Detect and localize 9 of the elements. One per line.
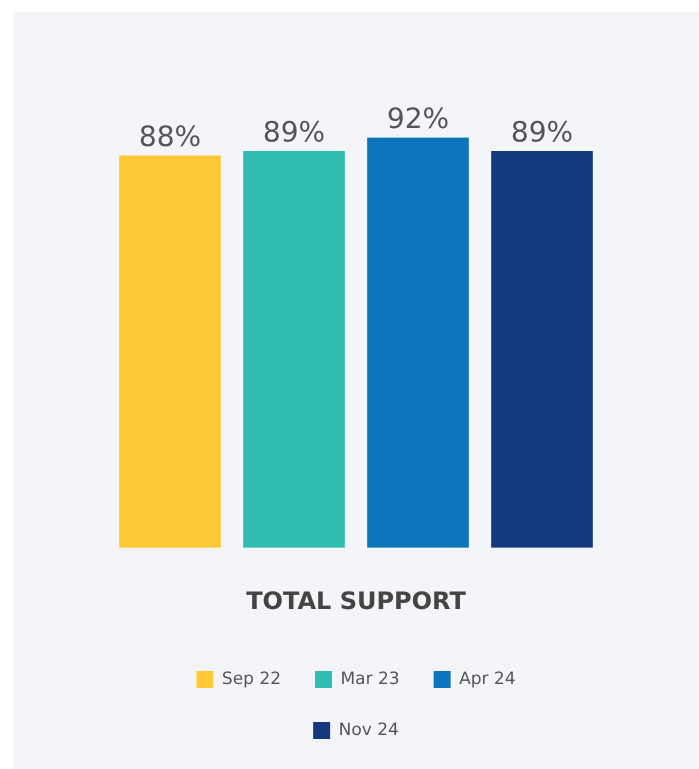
legend-label: Sep 22	[222, 668, 282, 689]
data-label: 88%	[138, 120, 202, 153]
legend-label: Nov 24	[338, 720, 399, 740]
data-label: 89%	[510, 115, 574, 148]
x-axis-title: TOTAL SUPPORT	[246, 586, 466, 615]
legend-label: Apr 24	[459, 668, 516, 689]
legend-label: Mar 23	[340, 668, 400, 689]
data-label: 92%	[386, 102, 450, 135]
data-label: 89%	[262, 115, 326, 148]
